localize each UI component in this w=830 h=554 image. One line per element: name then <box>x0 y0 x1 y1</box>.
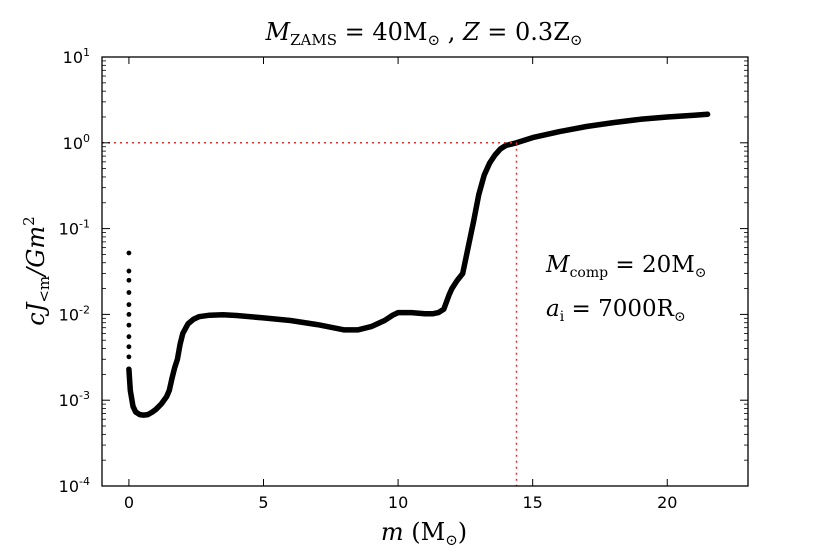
series-layer <box>126 111 711 418</box>
x-tick-label: 0 <box>124 493 134 512</box>
series-line <box>126 111 711 418</box>
y-tick-label: 10-2 <box>59 303 90 324</box>
scatter-point <box>126 268 132 274</box>
y-tick-label: 10-3 <box>59 389 90 410</box>
scatter-point <box>126 312 132 317</box>
tick-layer: 0 5 10 15 20 10-4 10-3 10-2 10-1 100 101 <box>59 46 748 512</box>
y-tick-label: 10-1 <box>59 218 90 239</box>
reference-lines <box>102 142 518 486</box>
x-tick-label: 10 <box>388 493 408 512</box>
y-axis-label: cJ<m/Gm2 <box>20 216 53 325</box>
scatter-point <box>126 344 132 350</box>
scatter-point <box>126 334 132 340</box>
x-tick-label: 5 <box>258 493 268 512</box>
x-tick-label: 15 <box>522 493 542 512</box>
y-tick-label: 10-4 <box>59 475 90 496</box>
x-axis-label: m (M⊙) <box>381 518 467 549</box>
axes-frame <box>101 56 749 487</box>
scatter-point <box>126 250 132 256</box>
x-tick-label: 20 <box>657 493 677 512</box>
scatter-point <box>126 290 132 295</box>
annotation-companion-mass: Mcomp = 20M⊙ <box>545 252 707 281</box>
chart-title: MZAMS = 40M⊙ , Z = 0.3Z⊙ <box>265 18 583 49</box>
scatter-point <box>126 302 132 308</box>
scatter-point <box>126 277 132 283</box>
scatter-point <box>126 322 132 328</box>
annotation-initial-separation: ai = 7000R⊙ <box>546 296 686 325</box>
y-tick-label: 101 <box>63 46 90 67</box>
y-tick-label: 100 <box>63 132 90 153</box>
scatter-point <box>126 354 132 360</box>
